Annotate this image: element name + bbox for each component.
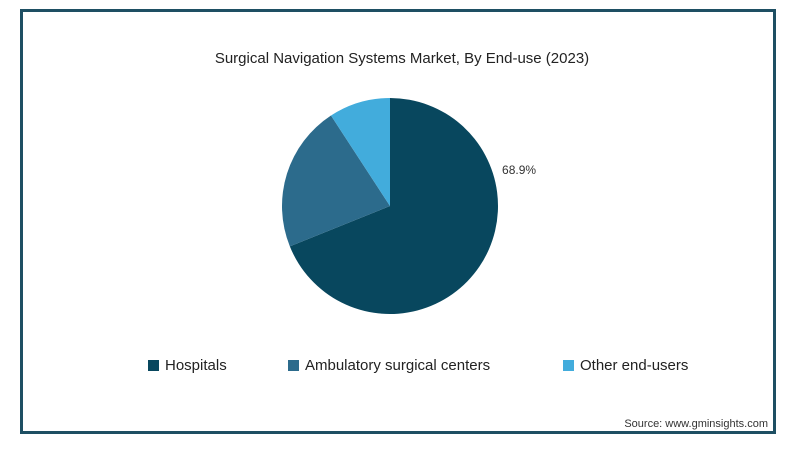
pie-slice-ambulatory-surgical-centers (281, 115, 390, 247)
legend-item-hospitals: Hospitals (148, 355, 227, 375)
legend-item-other-end-users: Other end-users (563, 355, 688, 375)
chart-title: Surgical Navigation Systems Market, By E… (214, 50, 590, 67)
legend-label-ambulatory-surgical-centers: Ambulatory surgical centers (305, 356, 491, 374)
source-note: Source: www.gminsights.com (624, 418, 768, 430)
legend-swatch-other-end-users (563, 359, 574, 371)
legend-swatch-ambulatory-surgical-centers (288, 359, 299, 371)
legend-label-other-end-users: Other end-users (580, 356, 689, 374)
pie-slice-other-end-users (330, 98, 390, 206)
pie-slice-hospitals (289, 98, 498, 314)
legend-label-hospitals: Hospitals (165, 356, 227, 374)
legend-swatch-hospitals (148, 359, 159, 371)
data-label-hospitals: 68.9% (502, 163, 536, 177)
legend-item-ambulatory-surgical-centers: Ambulatory surgical centers (288, 355, 490, 375)
